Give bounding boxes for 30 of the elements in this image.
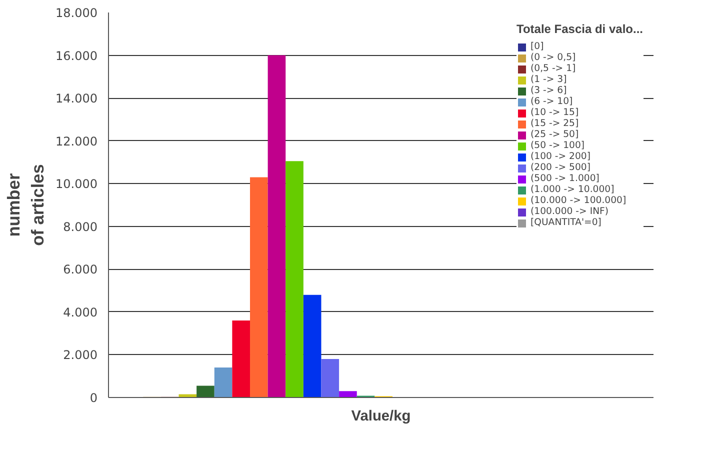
legend-label: (0 -> 0,5] (530, 52, 576, 63)
y-tick-label: 8.000 (63, 220, 98, 234)
legend-label: (1.000 -> 10.000] (530, 184, 614, 195)
legend-label: (6 -> 10] (530, 96, 573, 107)
legend-label: (50 -> 100] (530, 140, 585, 151)
legend-label: (1 -> 3] (530, 74, 567, 85)
y-axis-title: number of articles (4, 164, 48, 246)
legend-label: (3 -> 6] (530, 85, 567, 96)
y-tick-label: 14.000 (56, 92, 98, 106)
legend-title: Totale Fascia di valo... (516, 22, 643, 36)
legend-label: (25 -> 50] (530, 129, 579, 140)
legend-label: (100.000 -> INF) (530, 206, 609, 217)
y-tick-label: 18.000 (56, 6, 98, 20)
y-tick-label: 0 (90, 391, 98, 405)
y-tick-label: 2.000 (63, 348, 98, 362)
y-tick-label: 10.000 (56, 177, 98, 192)
legend-label: [0] (530, 41, 545, 52)
legend-label: (200 -> 500] (530, 162, 590, 173)
legend-label: (0,5 -> 1] (530, 63, 576, 74)
y-tick-label: 6.000 (63, 262, 98, 277)
legend-label: (15 -> 25] (530, 118, 579, 129)
legend-label: (10 -> 15] (530, 107, 579, 118)
y-tick-label: 12.000 (56, 134, 98, 148)
legend-label: (500 -> 1.000] (530, 173, 600, 184)
legend-label: [QUANTITA'=0] (530, 217, 602, 228)
legend-label: (100 -> 200] (530, 151, 590, 162)
x-axis-title: Value/kg (351, 408, 411, 424)
y-tick-label: 4.000 (63, 305, 98, 320)
legend-label: (10.000 -> 100.000] (530, 195, 626, 206)
y-tick-label: 16.000 (56, 48, 98, 63)
